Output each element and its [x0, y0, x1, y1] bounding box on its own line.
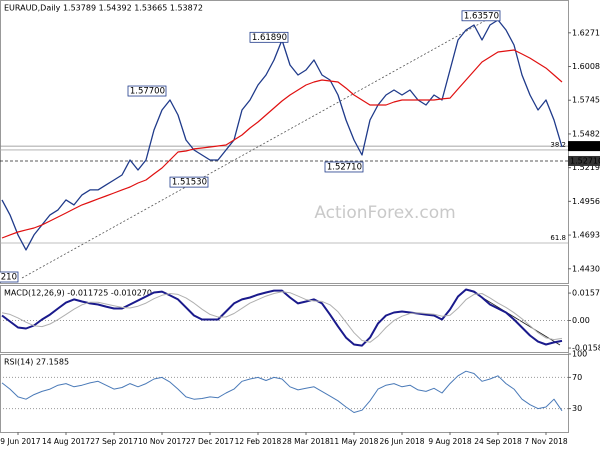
annotation-box — [461, 10, 501, 22]
y-tick-label: 70 — [572, 373, 582, 382]
series-line — [1, 49, 563, 239]
panel-title: MACD(12,26,9) -0.011725 -0.010270 — [4, 289, 152, 298]
price-label: 1.52710 — [570, 156, 600, 165]
panel-title: EURAUD,Daily 1.53789 1.54392 1.53665 1.5… — [4, 4, 203, 13]
price-label-box — [568, 141, 600, 152]
series-line — [1, 291, 563, 343]
x-tick-label: 24 Sep 2018 — [474, 437, 522, 446]
y-tick-label: 0.00 — [572, 316, 590, 325]
x-tick-label: 12 Feb 2018 — [235, 437, 282, 446]
annotation-box — [169, 176, 209, 188]
fib-label: 38.2 — [550, 141, 566, 149]
x-tick-label: 27 Sep 2017 — [90, 437, 138, 446]
annotation-label: 1.63570 — [464, 11, 499, 21]
series-line — [1, 370, 563, 413]
panel-frame — [0, 285, 569, 353]
x-tick-label: 26 Jun 2018 — [379, 437, 424, 446]
x-tick-label: 7 Nov 2018 — [524, 437, 567, 446]
y-tick-label: 1.44300 — [572, 264, 600, 273]
y-tick-label: 1.46930 — [572, 231, 600, 240]
annotation-box — [127, 85, 167, 97]
price-label-box — [568, 155, 600, 166]
annotation-box — [0, 271, 19, 283]
annotation-label: 1.61890 — [252, 33, 287, 43]
y-tick-label: 1.54820 — [572, 129, 600, 138]
annotation-box — [249, 31, 289, 43]
x-tick-label: 9 Aug 2018 — [428, 437, 471, 446]
y-tick-label: 1.52190 — [572, 163, 600, 172]
trend-line — [21, 13, 498, 279]
annotation-label: 1.57700 — [130, 87, 165, 97]
x-tick-label: 11 May 2018 — [330, 437, 379, 446]
panel-title: RSI(14) 27.1585 — [4, 358, 69, 367]
y-tick-label: 30 — [572, 404, 582, 413]
annotation-label: 1.51530 — [172, 178, 207, 188]
watermark: ActionForex.com — [314, 203, 455, 223]
annotation-label: 210 — [1, 273, 17, 283]
y-tick-label: 1.49560 — [572, 197, 600, 206]
x-tick-label: 28 Mar 2018 — [282, 437, 330, 446]
y-tick-label: 1.57450 — [572, 96, 600, 105]
y-tick-label: 100 — [572, 350, 587, 359]
x-tick-label: 10 Nov 2017 — [138, 437, 186, 446]
x-tick-label: 29 Jun 2017 — [0, 437, 41, 446]
y-tick-label: 0.015757 — [572, 289, 600, 298]
x-tick-label: 14 Aug 2017 — [42, 437, 90, 446]
fib-label: 61.8 — [550, 234, 566, 242]
y-tick-label: 1.60080 — [572, 62, 600, 71]
y-tick-label: -0.01583 — [572, 344, 600, 353]
series-line — [1, 288, 563, 347]
annotation-label: 1.52710 — [327, 162, 362, 172]
price-label: 1.53872 — [570, 142, 600, 151]
annotation-box — [324, 161, 364, 173]
y-tick-label: 1.62710 — [572, 28, 600, 37]
panel-frame — [0, 354, 569, 433]
x-tick-label: 27 Dec 2017 — [186, 437, 234, 446]
